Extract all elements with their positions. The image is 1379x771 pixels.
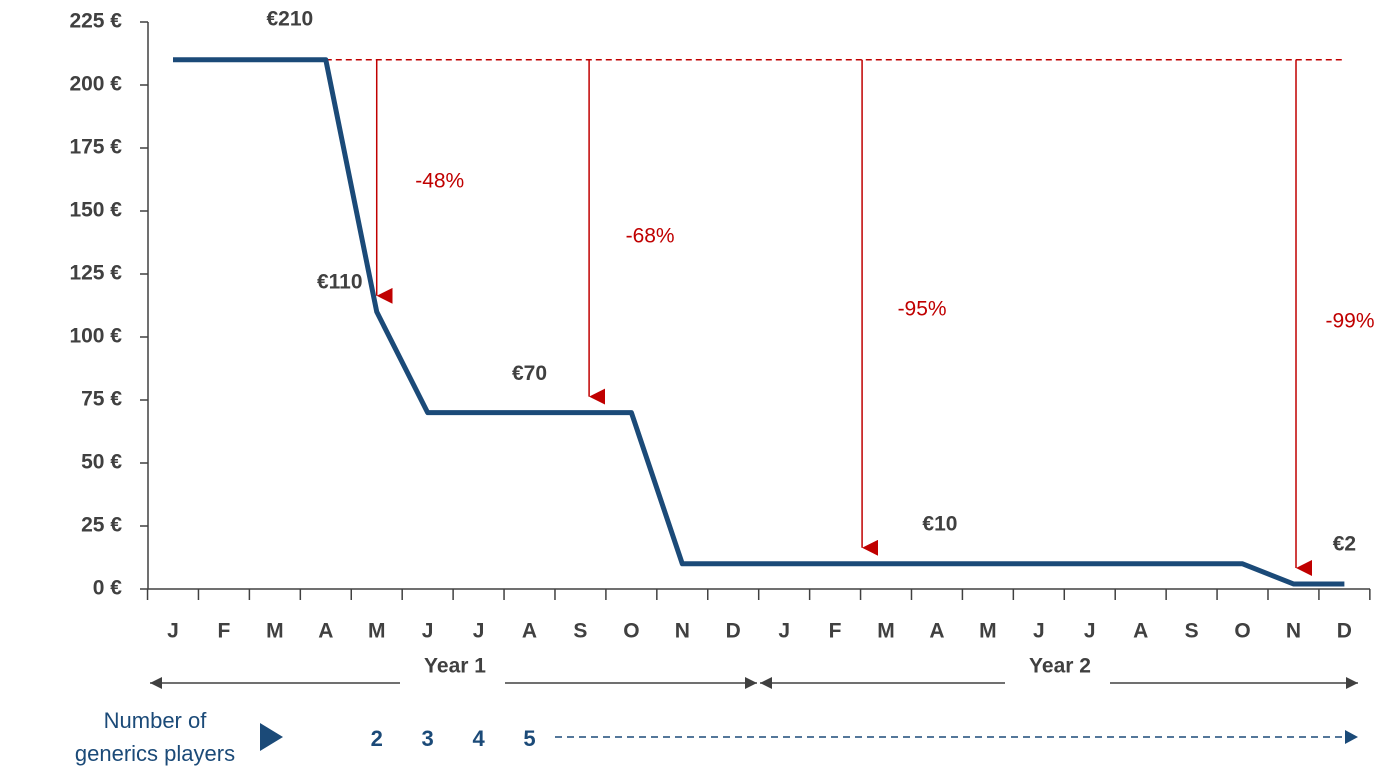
x-tick-label: N	[675, 620, 690, 643]
players-count: 3	[422, 726, 434, 751]
x-tick-label: F	[829, 620, 842, 643]
x-tick-label: N	[1286, 620, 1301, 643]
x-tick-label: A	[1133, 620, 1148, 643]
players-count: 4	[472, 726, 485, 751]
x-tick-label: J	[1033, 620, 1045, 643]
x-tick-label: A	[929, 620, 944, 643]
y-tick-label: 150 €	[69, 199, 122, 222]
y-tick-label: 225 €	[69, 10, 122, 33]
x-tick-label: D	[1337, 620, 1352, 643]
x-tick-label: O	[1234, 620, 1250, 643]
x-tick-label: J	[422, 620, 434, 643]
year-label: Year 2	[1029, 655, 1091, 678]
y-tick-label: 125 €	[69, 262, 122, 285]
year-arrowhead	[745, 677, 757, 689]
x-tick-label: J	[167, 620, 179, 643]
reduction-label: -99%	[1325, 310, 1374, 333]
value-label: €210	[267, 7, 314, 30]
y-tick-label: 0 €	[93, 577, 123, 600]
reduction-label: -95%	[898, 298, 947, 321]
x-tick-label: M	[877, 620, 895, 643]
year-arrowhead	[150, 677, 162, 689]
reduction-label: -68%	[626, 225, 675, 248]
x-tick-label: J	[1084, 620, 1096, 643]
x-tick-label: J	[473, 620, 485, 643]
players-arrowhead	[1345, 730, 1358, 744]
x-tick-label: J	[778, 620, 790, 643]
players-count: 5	[523, 726, 535, 751]
year-arrowhead	[1346, 677, 1358, 689]
x-tick-label: A	[318, 620, 333, 643]
players-label: Number of	[104, 708, 208, 733]
reduction-label: -48%	[415, 170, 464, 193]
x-tick-label: D	[726, 620, 741, 643]
players-triangle	[260, 723, 283, 751]
value-label: €110	[317, 270, 363, 293]
price-line	[173, 57, 1345, 587]
value-label: €2	[1333, 533, 1356, 556]
players-count: 2	[371, 726, 383, 751]
y-tick-label: 100 €	[69, 325, 122, 348]
year-label: Year 1	[424, 655, 486, 678]
x-tick-label: O	[623, 620, 639, 643]
y-tick-label: 25 €	[81, 514, 122, 537]
x-tick-label: M	[368, 620, 386, 643]
x-tick-label: M	[266, 620, 284, 643]
x-tick-label: S	[1185, 620, 1199, 643]
x-tick-label: A	[522, 620, 537, 643]
value-label: €10	[922, 512, 957, 535]
y-tick-label: 200 €	[69, 73, 122, 96]
x-tick-label: S	[573, 620, 587, 643]
x-tick-label: M	[979, 620, 997, 643]
x-tick-label: F	[218, 620, 231, 643]
players-label: generics players	[75, 741, 235, 766]
value-label: €70	[512, 362, 547, 385]
year-arrowhead	[760, 677, 772, 689]
y-tick-label: 75 €	[81, 388, 122, 411]
y-tick-label: 175 €	[69, 136, 122, 159]
y-tick-label: 50 €	[81, 451, 122, 474]
